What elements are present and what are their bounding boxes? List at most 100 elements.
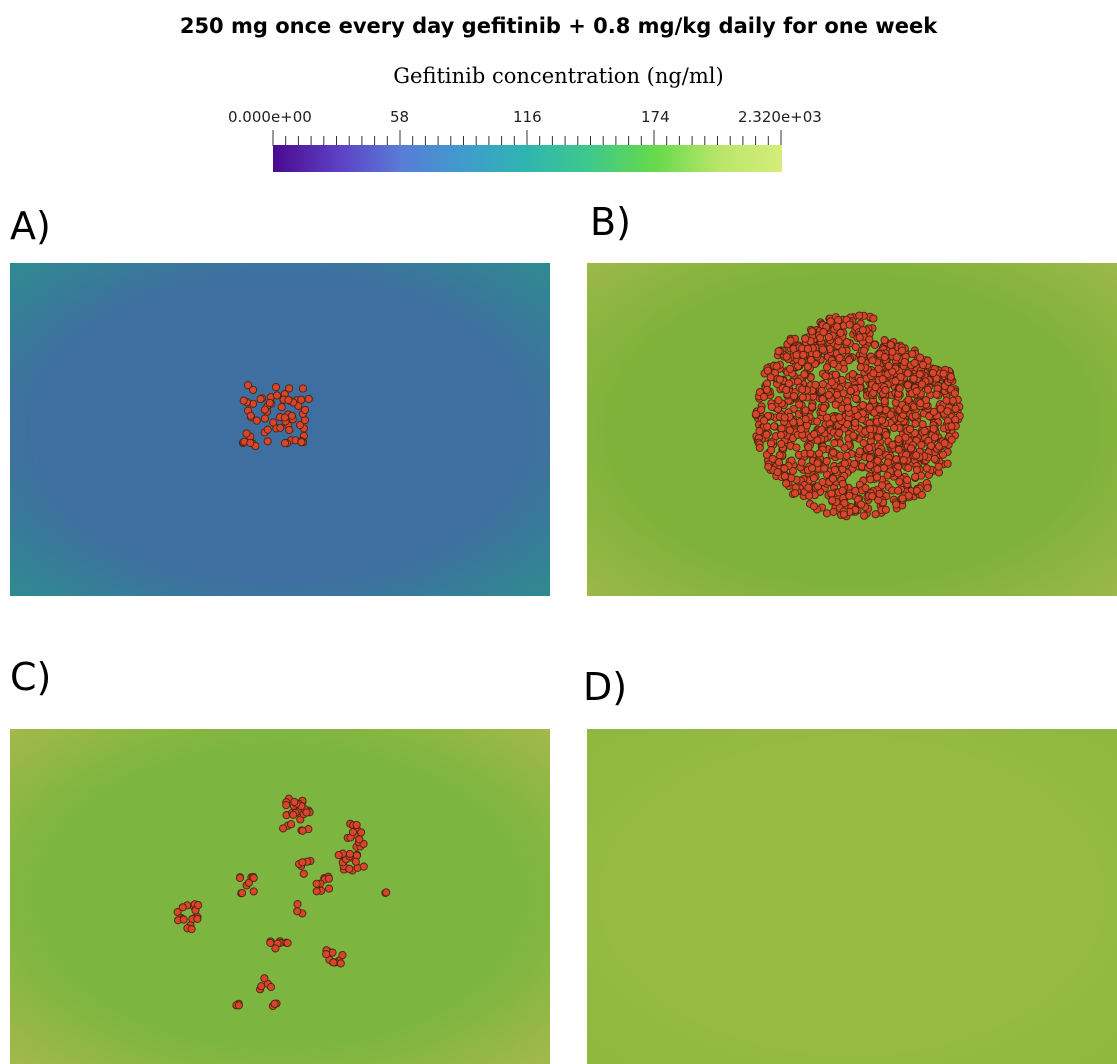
tumor-cell [813, 436, 822, 445]
tumor-cell [874, 448, 883, 457]
tumor-cell [857, 500, 866, 509]
tumor-cell [884, 361, 893, 370]
tumor-cell [260, 414, 269, 423]
tumor-cell [298, 384, 308, 393]
tumor-cell [851, 342, 860, 352]
tumor-cell [917, 440, 926, 450]
tumor-cell [866, 461, 875, 470]
tumor-cell [932, 390, 941, 399]
tumor-cell [179, 915, 188, 924]
tumor-cell [851, 418, 860, 427]
tumor-cell [249, 887, 258, 896]
tumor-cell [878, 416, 887, 425]
tumor-cell [834, 337, 843, 346]
tumor-cell [927, 441, 936, 450]
tumor-cell [767, 402, 776, 411]
tumor-cell [868, 356, 877, 365]
tumor-cell [828, 496, 837, 505]
tumor-cell [812, 350, 821, 359]
tumor-cell [817, 425, 826, 434]
tumor-cell [357, 828, 366, 837]
tumor-cell [827, 489, 836, 498]
tumor-cell [828, 474, 838, 483]
tumor-cell [304, 394, 313, 403]
tumor-cell [929, 424, 938, 433]
tumor-cell [355, 835, 364, 844]
tumor-cell [881, 386, 890, 395]
tumor-cell [857, 355, 866, 365]
colorbar-tick-label: 174 [641, 108, 670, 126]
tumor-cell [846, 386, 855, 395]
tumor-cell [915, 370, 924, 379]
tumor-cell [899, 456, 908, 465]
tumor-cell [918, 360, 928, 369]
tumor-cell [265, 398, 274, 407]
tumor-cell [801, 406, 810, 415]
tumor-cell [865, 453, 874, 462]
tumor-cell [808, 327, 817, 336]
tumor-cell [895, 477, 904, 486]
tumor-cell [818, 477, 827, 487]
tumor-cell [818, 345, 827, 354]
tumor-cell [844, 356, 854, 365]
tumor-cell [803, 344, 812, 353]
colorbar-tick-label: 116 [513, 108, 542, 126]
tumor-cell [871, 383, 880, 392]
tumor-cell [805, 491, 814, 500]
tumor-cell [904, 463, 913, 473]
tumor-cell [831, 400, 840, 409]
tumor-cell [871, 510, 880, 519]
tumor-cell [263, 437, 272, 446]
tumor-cell [762, 430, 771, 439]
tumor-cell [773, 467, 782, 477]
tumor-cell [930, 454, 939, 463]
tumor-cell [838, 479, 847, 488]
tumor-cell [875, 489, 884, 498]
tumor-cell [790, 489, 800, 498]
tumor-cell [338, 951, 347, 960]
tumor-cell [865, 443, 874, 453]
tumor-cell [287, 820, 296, 829]
tumor-cell [845, 491, 854, 500]
tumor-cell [866, 425, 875, 434]
panel-c-image [10, 729, 550, 1064]
panel-label-a: A) [10, 204, 51, 248]
tumor-cell [813, 417, 822, 426]
tumor-cell [930, 433, 939, 442]
tumor-cell [838, 346, 847, 355]
tumor-cell [798, 393, 807, 402]
tumor-cell [822, 413, 831, 422]
tumor-cell [252, 416, 261, 425]
tumor-cell [827, 378, 836, 387]
panel-c [10, 729, 550, 1064]
tumor-cell [815, 449, 824, 458]
tumor-cell [789, 418, 798, 427]
tumor-cell [194, 901, 203, 910]
tumor-cell [840, 459, 849, 468]
tumor-cell [242, 429, 251, 438]
tumor-cell [898, 494, 907, 503]
panel-b [587, 263, 1117, 596]
tumor-cell [285, 425, 294, 435]
tumor-cell [803, 362, 812, 371]
tumor-cell [804, 483, 813, 492]
tumor-cell [775, 451, 784, 460]
tumor-cell [901, 433, 910, 442]
tumor-cell [774, 458, 784, 467]
tumor-cell [782, 352, 791, 361]
tumor-cell [888, 440, 897, 449]
tumor-cell [916, 353, 925, 362]
tumor-cell [905, 425, 915, 434]
tumor-cell [883, 471, 892, 480]
tumor-cell [269, 418, 278, 427]
tumor-cell [880, 353, 889, 362]
tumor-cell [911, 411, 920, 420]
tumor-cell [271, 383, 280, 392]
tumor-cell [888, 367, 897, 376]
tumor-cell [843, 420, 852, 429]
tumor-cell [767, 446, 776, 455]
tumor-cell [903, 475, 912, 485]
tumor-cell [762, 385, 771, 394]
tumor-cell [759, 392, 769, 401]
tumor-cell [776, 430, 785, 440]
